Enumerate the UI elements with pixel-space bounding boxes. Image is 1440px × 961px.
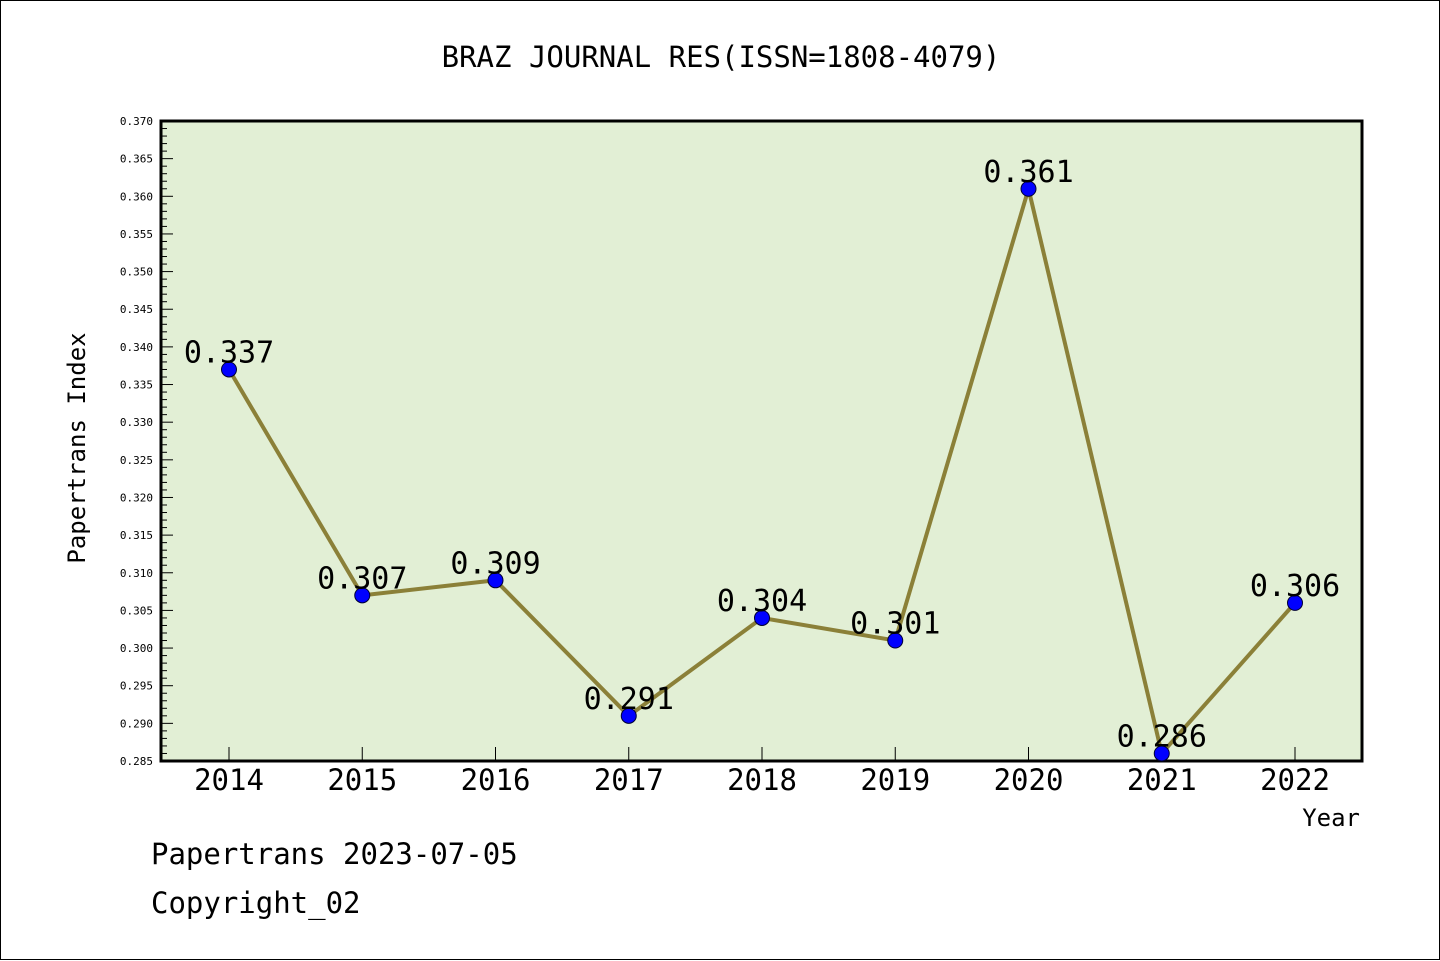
data-label: 0.337: [184, 335, 274, 370]
y-tick-label: 0.355: [120, 228, 153, 241]
y-tick-label: 0.300: [120, 642, 153, 655]
x-tick-label: 2021: [1127, 763, 1197, 797]
y-tick-label: 0.310: [120, 567, 153, 580]
data-point-marker: [620, 707, 637, 724]
y-tick-label: 0.290: [120, 717, 153, 730]
x-tick-label: 2019: [860, 763, 930, 797]
data-label: 0.307: [317, 561, 407, 596]
y-tick-label: 0.285: [120, 755, 153, 768]
y-tick-label: 0.350: [120, 266, 153, 279]
data-point-marker: [1287, 594, 1303, 611]
x-tick-label: 2022: [1260, 763, 1330, 797]
y-axis: 0.285 0.290 0.295 0.300 0.305 0.310 0.315 0.320…: [120, 115, 173, 768]
data-label: 0.301: [850, 607, 940, 642]
footer-copyright-text: Copyright_02: [151, 886, 361, 920]
x-axis-title: Year: [1302, 804, 1360, 832]
y-tick-label: 0.370: [120, 115, 153, 128]
y-axis-title: Papertrans Index: [63, 332, 91, 563]
data-label: 0.309: [450, 546, 540, 581]
data-point-marker: [354, 587, 371, 604]
data-point-marker: [221, 361, 237, 378]
footer-date-text: Papertrans 2023-07-05: [151, 837, 518, 871]
y-tick-label: 0.305: [120, 604, 153, 617]
data-label: 0.286: [1117, 719, 1207, 754]
x-tick-label: 2016: [461, 763, 531, 797]
y-tick-label: 0.360: [120, 190, 153, 203]
x-tick-label: 2017: [594, 763, 664, 797]
y-tick-label: 0.320: [120, 491, 153, 504]
data-label: 0.306: [1250, 569, 1340, 604]
marker-group: [221, 180, 1303, 762]
data-point-marker: [1153, 745, 1170, 762]
data-label: 0.361: [983, 155, 1073, 190]
x-tick-label: 2014: [194, 763, 264, 797]
data-point-marker: [887, 632, 904, 649]
y-tick-label: 0.345: [120, 303, 153, 316]
x-tick-label: 2020: [994, 763, 1064, 797]
x-axis: 2014 2015 2016 2017 2018 2019 2020 2021 2022: [194, 747, 1330, 797]
y-tick-label: 0.365: [120, 153, 153, 166]
plot-area: [159, 119, 1364, 763]
x-tick-label: 2015: [327, 763, 397, 797]
data-point-marker: [754, 609, 770, 626]
data-point-marker: [487, 572, 504, 589]
y-tick-label: 0.330: [120, 416, 153, 429]
y-tick-label: 0.295: [120, 680, 153, 693]
data-label: 0.304: [717, 584, 807, 619]
data-label-group: 0.337 0.307 0.309 0.291 0.304 0.301 0.361 0.286…: [184, 155, 1340, 755]
data-point-marker: [1020, 180, 1037, 197]
y-tick-label: 0.325: [120, 454, 153, 467]
chart-title: BRAZ JOURNAL RES(ISSN=1808-4079): [442, 40, 1001, 74]
data-label: 0.291: [584, 682, 674, 717]
y-tick-label: 0.335: [120, 379, 153, 392]
y-tick-label: 0.340: [120, 341, 153, 354]
y-tick-label: 0.315: [120, 529, 153, 542]
x-tick-label: 2018: [727, 763, 797, 797]
